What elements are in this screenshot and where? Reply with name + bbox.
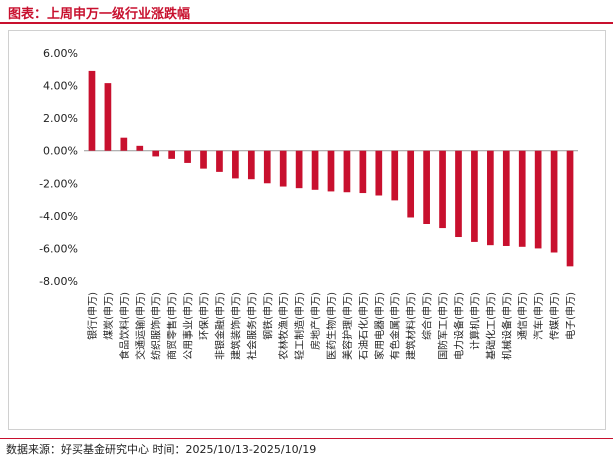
y-tick-label: -6.00% bbox=[39, 242, 78, 255]
x-tick-label: 综合(申万) bbox=[421, 292, 434, 340]
bar bbox=[136, 145, 144, 151]
bar bbox=[216, 150, 223, 172]
bar bbox=[343, 150, 351, 193]
bar bbox=[168, 150, 175, 159]
y-tick-label: -4.00% bbox=[39, 210, 78, 223]
x-tick-label: 国防军工(申万) bbox=[437, 292, 450, 360]
y-axis: 6.00% 4.00% 2.00% 0.00% -2.00% -4.00% -6.00% -8… bbox=[39, 47, 578, 288]
x-tick-label: 建筑材料(申万) bbox=[405, 292, 418, 360]
bars bbox=[88, 70, 574, 267]
x-tick-label: 纺织服饰(申万) bbox=[150, 292, 163, 360]
x-axis-labels: 银行(申万) 煤炭(申万) 食品饮料(申万) 交通运输(申万) 纺织服饰(申万) 商贸零售… bbox=[86, 292, 577, 360]
bar bbox=[152, 150, 160, 157]
x-tick-label: 钢铁(申万) bbox=[261, 292, 274, 340]
title-divider bbox=[0, 22, 613, 24]
bar bbox=[200, 150, 207, 169]
x-tick-label: 非银金融(申万) bbox=[213, 292, 226, 360]
x-tick-label: 有色金属(申万) bbox=[389, 292, 402, 360]
bar bbox=[232, 150, 239, 179]
bar bbox=[391, 150, 399, 201]
bar bbox=[263, 150, 271, 184]
x-tick-label: 公用事业(申万) bbox=[182, 292, 195, 360]
x-tick-label: 基础化工(申万) bbox=[484, 292, 497, 360]
x-tick-label: 通信(申万) bbox=[516, 292, 529, 340]
x-tick-label: 汽车(申万) bbox=[532, 292, 545, 340]
bar bbox=[502, 150, 510, 246]
bar bbox=[375, 150, 383, 196]
x-tick-label: 交通运输(申万) bbox=[134, 292, 147, 360]
x-tick-label: 轻工制造(申万) bbox=[293, 292, 306, 360]
bar bbox=[359, 150, 367, 194]
x-tick-label: 家用电器(申万) bbox=[373, 292, 386, 360]
bar bbox=[295, 150, 303, 189]
bar bbox=[279, 150, 287, 187]
bar bbox=[471, 150, 478, 242]
bar bbox=[104, 83, 112, 151]
bar bbox=[88, 70, 96, 151]
bar bbox=[327, 150, 335, 192]
y-tick-label: 2.00% bbox=[43, 112, 78, 125]
chart-title: 图表：上周申万一级行业涨跌幅 bbox=[8, 7, 191, 22]
x-tick-label: 煤炭(申万) bbox=[102, 292, 115, 340]
title-bar: 图表：上周申万一级行业涨跌幅 bbox=[0, 0, 613, 24]
bar bbox=[407, 150, 415, 218]
x-tick-label: 机械设备(申万) bbox=[500, 292, 513, 360]
bar bbox=[455, 150, 462, 238]
x-tick-label: 房地产(申万) bbox=[309, 292, 322, 350]
bar bbox=[518, 150, 526, 247]
chart-frame bbox=[8, 30, 606, 430]
x-tick-label: 农林牧渔(申万) bbox=[277, 292, 290, 360]
bar bbox=[311, 150, 319, 190]
bar bbox=[566, 150, 574, 267]
bar bbox=[120, 137, 128, 151]
bar bbox=[247, 150, 255, 180]
x-tick-label: 电力设备(申万) bbox=[452, 292, 465, 360]
x-tick-label: 建筑装饰(申万) bbox=[229, 292, 242, 360]
x-tick-label: 商贸零售(申万) bbox=[166, 292, 179, 360]
y-tick-label: 4.00% bbox=[43, 80, 78, 93]
x-tick-label: 环保(申万) bbox=[198, 292, 211, 340]
x-tick-label: 电子(申万) bbox=[564, 292, 577, 340]
y-tick-label: 6.00% bbox=[43, 47, 78, 60]
x-tick-label: 石油石化(申万) bbox=[357, 292, 370, 360]
bar bbox=[184, 150, 191, 163]
x-tick-label: 社会服务(申万) bbox=[245, 292, 258, 360]
x-tick-label: 银行(申万) bbox=[86, 292, 99, 340]
x-tick-label: 传媒(申万) bbox=[548, 292, 561, 340]
x-tick-label: 计算机(申万) bbox=[468, 292, 481, 350]
x-tick-label: 医药生物(申万) bbox=[325, 292, 338, 360]
bar-chart: 6.00% 4.00% 2.00% 0.00% -2.00% -4.00% -6.00% -8… bbox=[39, 47, 578, 360]
y-tick-label: -2.00% bbox=[39, 177, 78, 190]
bar bbox=[550, 150, 558, 253]
bar bbox=[423, 150, 430, 224]
x-tick-label: 美容护理(申万) bbox=[341, 292, 354, 360]
data-source: 数据来源：好买基金研究中心 时间：2025/10/13-2025/10/19 bbox=[6, 443, 317, 456]
source-divider bbox=[0, 438, 613, 439]
bar bbox=[439, 150, 446, 229]
bar bbox=[534, 150, 542, 249]
bar bbox=[487, 150, 494, 246]
y-tick-label: -8.00% bbox=[39, 275, 78, 288]
y-tick-label: 0.00% bbox=[43, 145, 78, 158]
x-tick-label: 食品饮料(申万) bbox=[118, 292, 131, 360]
